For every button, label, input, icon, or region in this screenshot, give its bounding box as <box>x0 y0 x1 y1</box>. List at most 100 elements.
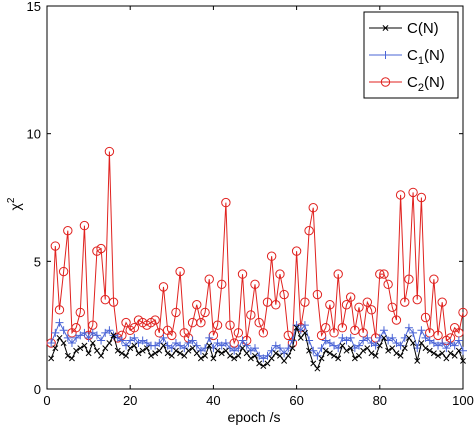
series-2-point-31 <box>175 266 185 277</box>
series-2-point-52 <box>262 297 273 307</box>
series-2-point-2 <box>54 305 65 315</box>
series-1-point-94 <box>438 339 447 348</box>
series-2-point-29 <box>167 330 177 341</box>
series-2-point-51 <box>258 328 269 338</box>
x-tick-label-2: 40 <box>206 393 220 408</box>
series-0-point-19 <box>127 345 134 352</box>
series-1-point-92 <box>429 339 438 348</box>
series-0-point-85 <box>401 345 408 352</box>
y-tick-label-3: 15 <box>27 0 41 14</box>
series-1-point-10 <box>88 328 97 337</box>
series-1-point-21 <box>134 339 143 348</box>
series-0-point-95 <box>443 355 450 362</box>
series-0-point-53 <box>268 355 275 362</box>
series-0-point-26 <box>156 347 163 354</box>
series-1-point-56 <box>280 349 289 358</box>
series-1-point-30 <box>171 339 180 348</box>
x-tick-label-4: 80 <box>373 393 387 408</box>
series-0-point-33 <box>185 347 192 354</box>
series-0-point-76 <box>364 345 371 352</box>
series-2-point-53 <box>266 251 277 261</box>
series-2-point-81 <box>383 279 393 290</box>
series-0-point-86 <box>405 334 412 341</box>
series-0-point-84 <box>397 352 404 359</box>
series-0-point-81 <box>385 347 392 354</box>
series-2-point-64 <box>312 289 323 300</box>
series-2-point-67 <box>325 300 335 310</box>
series-1-point-74 <box>355 341 363 350</box>
series-1-point-17 <box>117 336 126 345</box>
series-2-point-12 <box>96 243 106 254</box>
series-0-point-64 <box>314 365 321 372</box>
series-2-point-4 <box>63 225 73 236</box>
series-1-point-4 <box>63 333 72 342</box>
series-1-point-67 <box>325 339 334 348</box>
series-0-point-87 <box>410 340 417 346</box>
series-2-point-86 <box>404 274 414 284</box>
series-1-point-3 <box>59 326 68 335</box>
series-2-point-0 <box>46 338 56 348</box>
series-2-point-72 <box>345 292 356 302</box>
series-0-point-2 <box>56 334 63 341</box>
series-0-point-59 <box>293 324 300 331</box>
series-0-point-89 <box>418 340 425 346</box>
series-2-point-40 <box>212 320 223 330</box>
series-0-point-35 <box>193 350 200 357</box>
series-2-point-26 <box>154 328 165 338</box>
series-1-point-66 <box>321 336 330 345</box>
x-tick-label-1: 20 <box>123 393 137 408</box>
legend-label-0: C(N) <box>407 20 439 37</box>
series-0-point-15 <box>110 332 117 339</box>
series-0-point-94 <box>439 350 446 357</box>
series-2-point-56 <box>279 289 289 300</box>
series-0-point-79 <box>376 342 383 349</box>
legend-marker-2 <box>380 77 391 87</box>
series-2-point-83 <box>391 315 402 325</box>
series-0-point-61 <box>301 329 308 336</box>
legend-label-2: C2(N) <box>407 74 445 94</box>
series-1-point-70 <box>338 333 347 342</box>
series-2-point-27 <box>158 282 169 292</box>
series-2-point-69 <box>333 269 343 279</box>
series-1-point-7 <box>76 331 85 340</box>
series-0-point-48 <box>247 355 254 362</box>
series-1-point-58 <box>288 336 297 345</box>
series-1-point-46 <box>238 336 247 345</box>
series-1-point-28 <box>163 341 172 350</box>
series-0-point-17 <box>118 350 125 357</box>
series-1-point-53 <box>267 346 276 355</box>
series-0-point-27 <box>160 342 167 349</box>
legend-label-1: C1(N) <box>407 47 445 67</box>
x-tick-label-0: 0 <box>43 393 50 408</box>
series-1-point-9 <box>84 333 93 342</box>
y-tick-label-0: 0 <box>34 382 41 397</box>
series-2-point-68 <box>329 328 339 338</box>
series-2-point-7 <box>75 307 85 318</box>
series-0-point-0 <box>48 355 55 362</box>
series-2-point-99 <box>458 307 468 318</box>
series-2-point-65 <box>316 330 327 341</box>
series-1-point-87 <box>409 328 418 337</box>
series-2-point-90 <box>420 312 431 323</box>
series-0-point-96 <box>447 350 454 357</box>
series-0-point-37 <box>202 352 209 359</box>
series-0-point-16 <box>114 347 121 354</box>
series-2-point-46 <box>237 269 248 279</box>
series-1-point-22 <box>138 336 147 345</box>
series-0-point-65 <box>318 355 325 362</box>
series-line-1 <box>50 321 464 359</box>
series-2-point-77 <box>366 305 377 315</box>
series-1-point-91 <box>425 336 434 345</box>
x-axis-label: epoch /s <box>228 409 281 425</box>
series-1-point-18 <box>122 341 131 350</box>
series-1-point-38 <box>205 333 214 342</box>
series-1-point-5 <box>67 339 76 348</box>
series-1-point-71 <box>342 336 351 345</box>
series-1-point-79 <box>375 333 384 342</box>
series-1-point-83 <box>392 339 401 348</box>
series-1-point-42 <box>221 339 230 348</box>
series-2-point-62 <box>304 225 314 236</box>
series-1-point-84 <box>396 341 405 350</box>
series-1-point-51 <box>259 354 268 363</box>
series-1-point-95 <box>442 344 451 353</box>
